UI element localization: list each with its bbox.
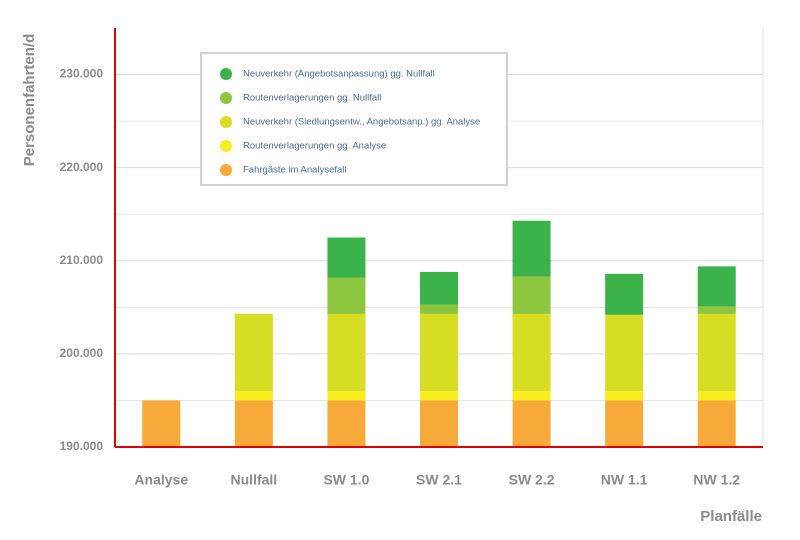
legend-label: Neuverkehr (Angebotsanpassung) gg. Nullf…	[243, 69, 435, 80]
x-axis-title: Planfälle	[700, 508, 762, 525]
legend-box	[200, 52, 508, 186]
x-tick-label: NW 1.1	[601, 472, 648, 488]
legend-marker	[220, 164, 232, 176]
bar-segment	[234, 313, 273, 392]
bar-segment	[142, 400, 181, 447]
y-tick-label: 190.000	[60, 439, 104, 453]
bar-segment	[605, 314, 644, 392]
bar-segment	[512, 276, 551, 314]
legend-marker	[220, 116, 232, 128]
x-tick-label: SW 1.0	[323, 472, 369, 488]
y-tick-label: 230.000	[60, 67, 104, 81]
bar-segment	[327, 391, 366, 401]
bar-segment	[697, 266, 736, 307]
bar-segment	[512, 400, 551, 447]
x-tick-label: SW 2.2	[509, 472, 555, 488]
y-axis-title: Personenfahrten/d	[21, 34, 38, 167]
legend-marker	[220, 68, 232, 80]
y-tick-label: 210.000	[60, 253, 104, 267]
x-tick-label: NW 1.2	[693, 472, 740, 488]
bar-segment	[420, 271, 458, 305]
bar-segment	[420, 313, 458, 392]
x-tick-label: SW 2.1	[416, 472, 462, 488]
bar-segment	[697, 313, 736, 392]
bar-segment	[327, 237, 366, 278]
bar-segment	[327, 400, 366, 447]
bar-segment	[697, 391, 736, 401]
y-tick-label: 220.000	[60, 160, 104, 174]
bar-segment	[605, 391, 644, 401]
y-tick-label: 200.000	[60, 346, 104, 360]
legend-marker	[220, 92, 232, 104]
bar-segment	[234, 400, 273, 447]
bar-segment	[512, 391, 551, 401]
bar-segment	[697, 400, 736, 447]
bar-segment	[420, 391, 458, 401]
bar-segment	[420, 400, 458, 447]
legend-label: Fahrgäste im Analysefall	[243, 165, 347, 176]
x-tick-label: Analyse	[134, 472, 188, 488]
bar-segment	[605, 273, 644, 315]
bar-segment	[697, 306, 736, 314]
bar-segment	[234, 391, 273, 401]
legend-label: Routenverlagerungen gg. Nullfall	[243, 93, 381, 104]
legend-label: Routenverlagerungen gg. Analyse	[243, 141, 386, 152]
bar-segment	[420, 304, 458, 314]
x-tick-label: Nullfall	[231, 472, 278, 488]
legend-label: Neuverkehr (Siedlungsentw., Angebotsanp.…	[243, 117, 480, 128]
bar-segment	[512, 220, 551, 277]
bar-segment	[327, 313, 366, 392]
bar-segment	[512, 313, 551, 392]
bar-segment	[327, 277, 366, 314]
legend-marker	[220, 140, 232, 152]
bar-segment	[605, 400, 644, 447]
